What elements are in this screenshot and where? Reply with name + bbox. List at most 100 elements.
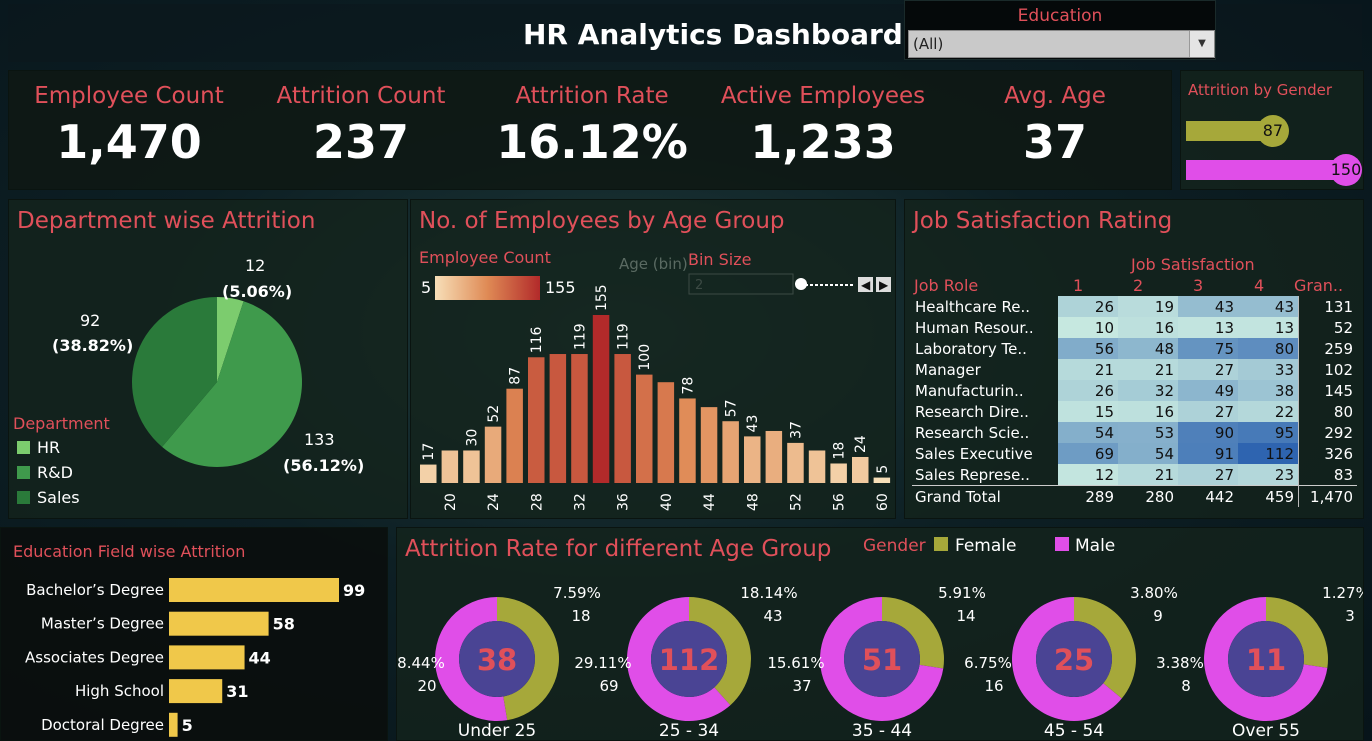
rating-cell[interactable]: 19: [1118, 296, 1178, 317]
pie-slice-hr[interactable]: [217, 297, 244, 382]
age-bar[interactable]: [787, 442, 804, 483]
male-donut-segment[interactable]: [1204, 597, 1328, 721]
rating-cell[interactable]: 13: [1178, 317, 1238, 338]
table-row[interactable]: Manager 21 21 27 33 102: [912, 359, 1357, 380]
age-bar[interactable]: [700, 407, 718, 483]
rating-cell[interactable]: 43: [1178, 296, 1238, 317]
female-donut-segment[interactable]: [497, 597, 559, 721]
bin-increment-button[interactable]: [876, 277, 891, 292]
education-select[interactable]: (All) ▼: [908, 30, 1215, 58]
rating-cell[interactable]: 38: [1238, 380, 1299, 401]
education-field-bar[interactable]: [169, 645, 245, 670]
education-field-bar[interactable]: [169, 578, 339, 602]
rating-cell[interactable]: 15: [1058, 401, 1118, 422]
age-bar[interactable]: [830, 463, 847, 483]
male-donut-segment[interactable]: [1012, 597, 1122, 721]
age-bar[interactable]: [592, 315, 610, 483]
pie-slice-rnd[interactable]: [162, 301, 303, 467]
age-bar[interactable]: [614, 354, 631, 483]
rating-cell[interactable]: 49: [1178, 380, 1238, 401]
female-donut-segment[interactable]: [689, 597, 751, 706]
table-row[interactable]: Research Dire.. 15 16 27 22 80: [912, 401, 1357, 422]
legend-label-sales[interactable]: Sales: [37, 488, 80, 507]
rating-cell[interactable]: 54: [1118, 443, 1178, 464]
age-bar[interactable]: [506, 388, 523, 483]
age-bar[interactable]: [852, 456, 869, 483]
rating-cell[interactable]: 56: [1058, 338, 1118, 359]
rating-cell[interactable]: 33: [1238, 359, 1299, 380]
rating-cell[interactable]: 26: [1058, 296, 1118, 317]
rating-cell[interactable]: 12: [1058, 464, 1118, 486]
rating-cell[interactable]: 80: [1238, 338, 1299, 359]
rating-cell[interactable]: 26: [1058, 380, 1118, 401]
rating-cell[interactable]: 27: [1178, 401, 1238, 422]
legend-label-rnd[interactable]: R&D: [37, 463, 73, 482]
bin-size-input[interactable]: [688, 273, 794, 295]
rating-cell[interactable]: 91: [1178, 443, 1238, 464]
age-bar[interactable]: [765, 430, 783, 483]
rating-cell[interactable]: 442: [1178, 485, 1238, 507]
rating-cell[interactable]: 54: [1058, 422, 1118, 443]
bin-size-slider-handle[interactable]: [795, 278, 807, 290]
male-donut-segment[interactable]: [434, 597, 508, 721]
rating-cell[interactable]: 10: [1058, 317, 1118, 338]
female-donut-segment[interactable]: [882, 597, 944, 669]
education-field-bar[interactable]: [169, 712, 178, 737]
table-row[interactable]: Sales Executive 69 54 91 112 326: [912, 443, 1357, 464]
rating-cell[interactable]: 22: [1238, 401, 1299, 422]
rating-cell[interactable]: 27: [1178, 464, 1238, 486]
rating-cell[interactable]: 32: [1118, 380, 1178, 401]
age-bar[interactable]: [873, 477, 891, 483]
age-bar[interactable]: [420, 464, 437, 483]
female-donut-segment[interactable]: [1266, 597, 1328, 668]
education-field-bar[interactable]: [169, 611, 269, 636]
male-donut-segment[interactable]: [627, 597, 731, 721]
age-bar[interactable]: [722, 421, 739, 483]
education-field-bar[interactable]: [169, 679, 223, 704]
rating-cell[interactable]: 69: [1058, 443, 1118, 464]
rating-cell[interactable]: 90: [1178, 422, 1238, 443]
age-bar[interactable]: [636, 374, 653, 483]
table-row[interactable]: Sales Represe.. 12 21 27 23 83: [912, 464, 1357, 486]
age-bar[interactable]: [463, 450, 480, 483]
grand-total-row[interactable]: Grand Total 289 280 442 459 1,470: [912, 485, 1357, 507]
rating-cell[interactable]: 13: [1238, 317, 1299, 338]
table-row[interactable]: Manufacturin.. 26 32 49 38 145: [912, 380, 1357, 401]
age-bar[interactable]: [657, 382, 675, 483]
rating-cell[interactable]: 21: [1118, 464, 1178, 486]
age-bar[interactable]: [679, 398, 696, 483]
dropdown-arrow-icon[interactable]: ▼: [1189, 31, 1214, 57]
rating-cell[interactable]: 280: [1118, 485, 1178, 507]
bin-decrement-button[interactable]: [858, 277, 873, 292]
age-bar[interactable]: [808, 450, 826, 483]
table-row[interactable]: Research Scie.. 54 53 90 95 292: [912, 422, 1357, 443]
age-bar[interactable]: [484, 426, 502, 483]
age-bar[interactable]: [744, 436, 761, 483]
female-bar[interactable]: [1186, 121, 1273, 141]
table-row[interactable]: Healthcare Re.. 26 19 43 43 131: [912, 296, 1357, 317]
rating-cell[interactable]: 27: [1178, 359, 1238, 380]
male-bar[interactable]: [1186, 160, 1346, 180]
female-donut-segment[interactable]: [1074, 597, 1136, 699]
rating-cell[interactable]: 75: [1178, 338, 1238, 359]
department-pie-chart[interactable]: 12 (5.06%) 92 (38.82%) 133 (56.12%) Depa…: [9, 200, 407, 518]
table-row[interactable]: Human Resour.. 10 16 13 13 52: [912, 317, 1357, 338]
rating-cell[interactable]: 16: [1118, 401, 1178, 422]
age-bar[interactable]: [528, 357, 545, 483]
pie-slice-sales[interactable]: [132, 297, 217, 447]
legend-label-female[interactable]: Female: [955, 536, 1017, 556]
rating-cell[interactable]: 289: [1058, 485, 1118, 507]
legend-label-male[interactable]: Male: [1075, 536, 1116, 556]
rating-cell[interactable]: 95: [1238, 422, 1299, 443]
legend-label-hr[interactable]: HR: [37, 438, 60, 457]
education-filter[interactable]: Education (All) ▼: [904, 0, 1216, 60]
age-bar[interactable]: [441, 450, 459, 483]
rating-cell[interactable]: 16: [1118, 317, 1178, 338]
rating-cell[interactable]: 459: [1238, 485, 1299, 507]
age-group-bar-chart[interactable]: Employee Count 5 155 Age (bin) Bin Size …: [411, 200, 895, 518]
rating-cell[interactable]: 53: [1118, 422, 1178, 443]
rating-cell[interactable]: 21: [1058, 359, 1118, 380]
rating-cell[interactable]: 112: [1238, 443, 1299, 464]
age-bar[interactable]: [549, 354, 567, 483]
